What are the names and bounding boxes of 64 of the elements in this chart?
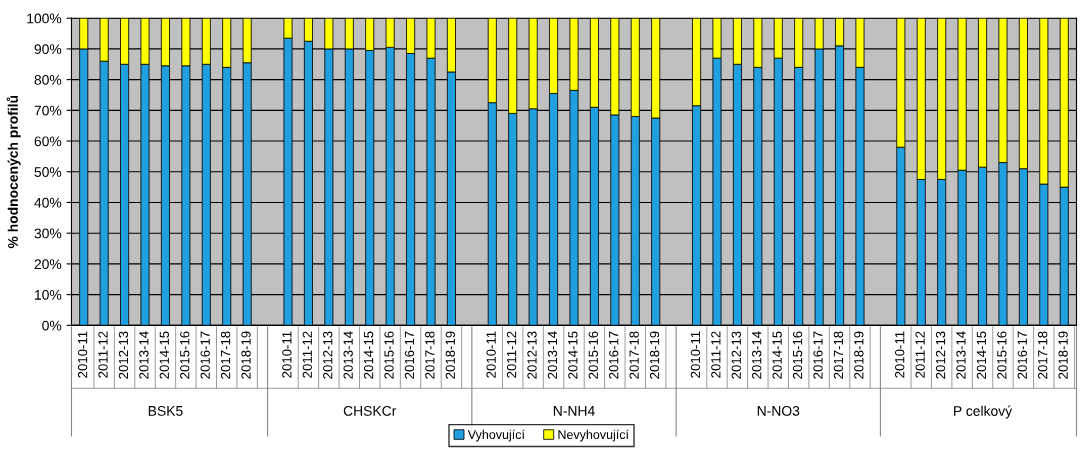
- x-tick-label: 2015-16: [792, 331, 803, 379]
- x-tick-label: 2012-13: [731, 331, 741, 379]
- x-tick-label: 2015-16: [384, 331, 394, 379]
- y-tick-label: 20%: [34, 259, 62, 270]
- x-tick-label: 2010-11: [486, 331, 496, 378]
- y-tick-label: 70%: [34, 105, 62, 116]
- x-tick-label: 2014-15: [568, 331, 578, 379]
- x-tick-label: 2016-17: [1017, 331, 1027, 379]
- x-tick-label: 2012-13: [935, 331, 946, 379]
- y-tick-label: 100%: [27, 13, 62, 24]
- y-tick-label: 10%: [35, 289, 62, 300]
- text: BSK5: [148, 405, 183, 416]
- x-tick-label: 2010-11: [690, 331, 701, 378]
- x-tick-label: 2010-11: [895, 331, 905, 378]
- x-tick-label: 2015-16: [997, 331, 1007, 379]
- x-tick-label: 2017-18: [629, 331, 639, 379]
- x-tick-label: 2011-12: [302, 331, 312, 378]
- x-tick-label: 2016-17: [200, 331, 210, 379]
- x-tick-label: 2011-12: [98, 331, 108, 378]
- x-tick-label: 2018-19: [241, 331, 251, 379]
- y-axis-title: % hodnocených profilů: [6, 95, 21, 249]
- y-tick-label: 30%: [34, 228, 62, 239]
- legend-label: Nevyhovující: [558, 429, 629, 442]
- y-tick-label: 0%: [42, 320, 62, 331]
- x-tick-label: 2018-19: [1058, 331, 1068, 379]
- y-tick-label: 90%: [34, 44, 62, 55]
- x-tick-label: 2011-12: [506, 331, 517, 378]
- x-tick-label: 2010-11: [77, 331, 88, 378]
- x-tick-label: 2012-13: [527, 331, 537, 379]
- y-tick-label: 40%: [34, 197, 62, 208]
- x-tick-label: 2013-14: [547, 331, 558, 379]
- x-tick-label: 2016-17: [609, 331, 619, 379]
- x-tick-label: 2014-15: [159, 331, 169, 379]
- text: N-NO3: [757, 405, 800, 416]
- x-tick-label: 2018-19: [649, 331, 660, 379]
- x-tick-label: 2014-15: [363, 331, 374, 379]
- x-tick-label: 2013-14: [956, 331, 966, 379]
- text: P celkový: [954, 405, 1013, 419]
- y-tick-label: 80%: [34, 74, 62, 85]
- y-tick-label: 60%: [34, 136, 62, 147]
- x-tick-label: 2018-19: [854, 331, 864, 379]
- x-tick-label: 2013-14: [139, 331, 149, 379]
- legend-label: Vyhovující: [467, 429, 525, 442]
- x-tick-label: 2015-16: [588, 331, 598, 379]
- x-tick-label: 2018-19: [445, 331, 455, 379]
- x-tick-label: 2014-15: [976, 331, 987, 379]
- x-tick-label: 2012-13: [323, 331, 333, 379]
- x-tick-label: 2017-18: [425, 331, 435, 379]
- text: CHSKCr: [343, 405, 397, 416]
- x-tick-label: 2013-14: [752, 331, 762, 379]
- x-tick-label: 2016-17: [813, 331, 823, 379]
- x-tick-label: 2014-15: [772, 331, 782, 379]
- y-tick-label: 50%: [34, 167, 62, 177]
- x-tick-label: 2015-16: [180, 331, 190, 379]
- x-tick-label: 2017-18: [1038, 331, 1048, 379]
- x-tick-label: 2011-12: [711, 331, 721, 378]
- x-tick-label: 2016-17: [404, 331, 415, 379]
- x-tick-label: 2017-18: [220, 331, 231, 379]
- x-tick-label: 2010-11: [282, 331, 292, 378]
- x-tick-label: 2011-12: [915, 331, 925, 378]
- x-tick-label: 2013-14: [343, 331, 353, 379]
- text: N-NH4: [553, 406, 595, 416]
- x-tick-label: 2017-18: [833, 331, 844, 379]
- x-tick-label: 2012-13: [118, 331, 129, 379]
